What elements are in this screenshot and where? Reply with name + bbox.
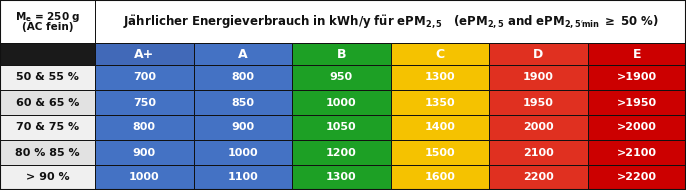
Text: 1500: 1500 [425,147,455,158]
Bar [390,43,489,65]
Bar [390,90,489,115]
Bar [587,140,686,165]
Bar [0,0,95,43]
Text: 1350: 1350 [425,97,455,108]
Text: 2100: 2100 [523,147,554,158]
Bar [193,165,292,190]
Bar [292,115,390,140]
Bar [0,115,95,140]
Bar [292,65,390,90]
Text: 2200: 2200 [523,173,554,183]
Text: 900: 900 [231,123,255,132]
Bar [95,65,193,90]
Bar [95,140,193,165]
Text: >1900: >1900 [617,73,657,82]
Bar [0,90,95,115]
Bar [193,115,292,140]
Text: 1300: 1300 [326,173,357,183]
Text: 750: 750 [133,97,156,108]
Text: 1050: 1050 [326,123,357,132]
Bar [95,165,193,190]
Text: 2000: 2000 [523,123,554,132]
Text: >1950: >1950 [617,97,657,108]
Text: D: D [533,48,543,60]
Text: A+: A+ [134,48,154,60]
Bar [0,43,95,65]
Bar [489,65,587,90]
Text: 1300: 1300 [425,73,455,82]
Text: 1200: 1200 [326,147,357,158]
Text: 1900: 1900 [523,73,554,82]
Text: 1000: 1000 [326,97,357,108]
Bar [587,65,686,90]
Bar [587,90,686,115]
Bar [0,65,95,90]
Text: 900: 900 [132,147,156,158]
Text: >2100: >2100 [617,147,657,158]
Text: A: A [238,48,248,60]
Text: >2000: >2000 [617,123,657,132]
Bar [390,115,489,140]
Text: (AC fein): (AC fein) [22,22,73,32]
Text: 700: 700 [133,73,156,82]
Text: $\mathbf{M_e}$ = 250 g: $\mathbf{M_e}$ = 250 g [15,10,80,24]
Bar [292,165,390,190]
Text: $\bf{J\ddot{a}hrlicher\ Energieverbrauch\ in\ kWh/y\ f\ddot{u}r\ ePM}$$\mathbf{_: $\bf{J\ddot{a}hrlicher\ Energieverbrauch… [123,13,659,30]
Bar [489,165,587,190]
Bar [489,115,587,140]
Bar [0,140,95,165]
Text: >2200: >2200 [617,173,657,183]
Text: 60 & 65 %: 60 & 65 % [16,97,79,108]
Text: 1000: 1000 [228,147,258,158]
Text: 50 & 55 %: 50 & 55 % [16,73,79,82]
Bar [95,115,193,140]
Text: 70 & 75 %: 70 & 75 % [16,123,79,132]
Bar [0,165,95,190]
Text: B: B [337,48,346,60]
Text: 800: 800 [231,73,255,82]
Bar [95,90,193,115]
Bar [193,43,292,65]
Text: 1100: 1100 [227,173,258,183]
Text: C: C [435,48,445,60]
Text: > 90 %: > 90 % [25,173,69,183]
Text: 1000: 1000 [129,173,160,183]
Text: 800: 800 [133,123,156,132]
Text: 1600: 1600 [425,173,456,183]
Bar [390,140,489,165]
Text: 850: 850 [231,97,255,108]
Bar [95,0,686,43]
Bar [489,140,587,165]
Bar [587,43,686,65]
Text: 1950: 1950 [523,97,554,108]
Bar [489,90,587,115]
Bar [292,43,390,65]
Text: 80 % 85 %: 80 % 85 % [15,147,80,158]
Bar [292,90,390,115]
Bar [193,65,292,90]
Bar [390,165,489,190]
Bar [292,140,390,165]
Bar [390,65,489,90]
Bar [587,115,686,140]
Bar [193,140,292,165]
Text: 950: 950 [330,73,353,82]
Bar [587,165,686,190]
Bar [95,43,193,65]
Bar [489,43,587,65]
Text: E: E [632,48,641,60]
Bar [193,90,292,115]
Text: 1400: 1400 [425,123,456,132]
